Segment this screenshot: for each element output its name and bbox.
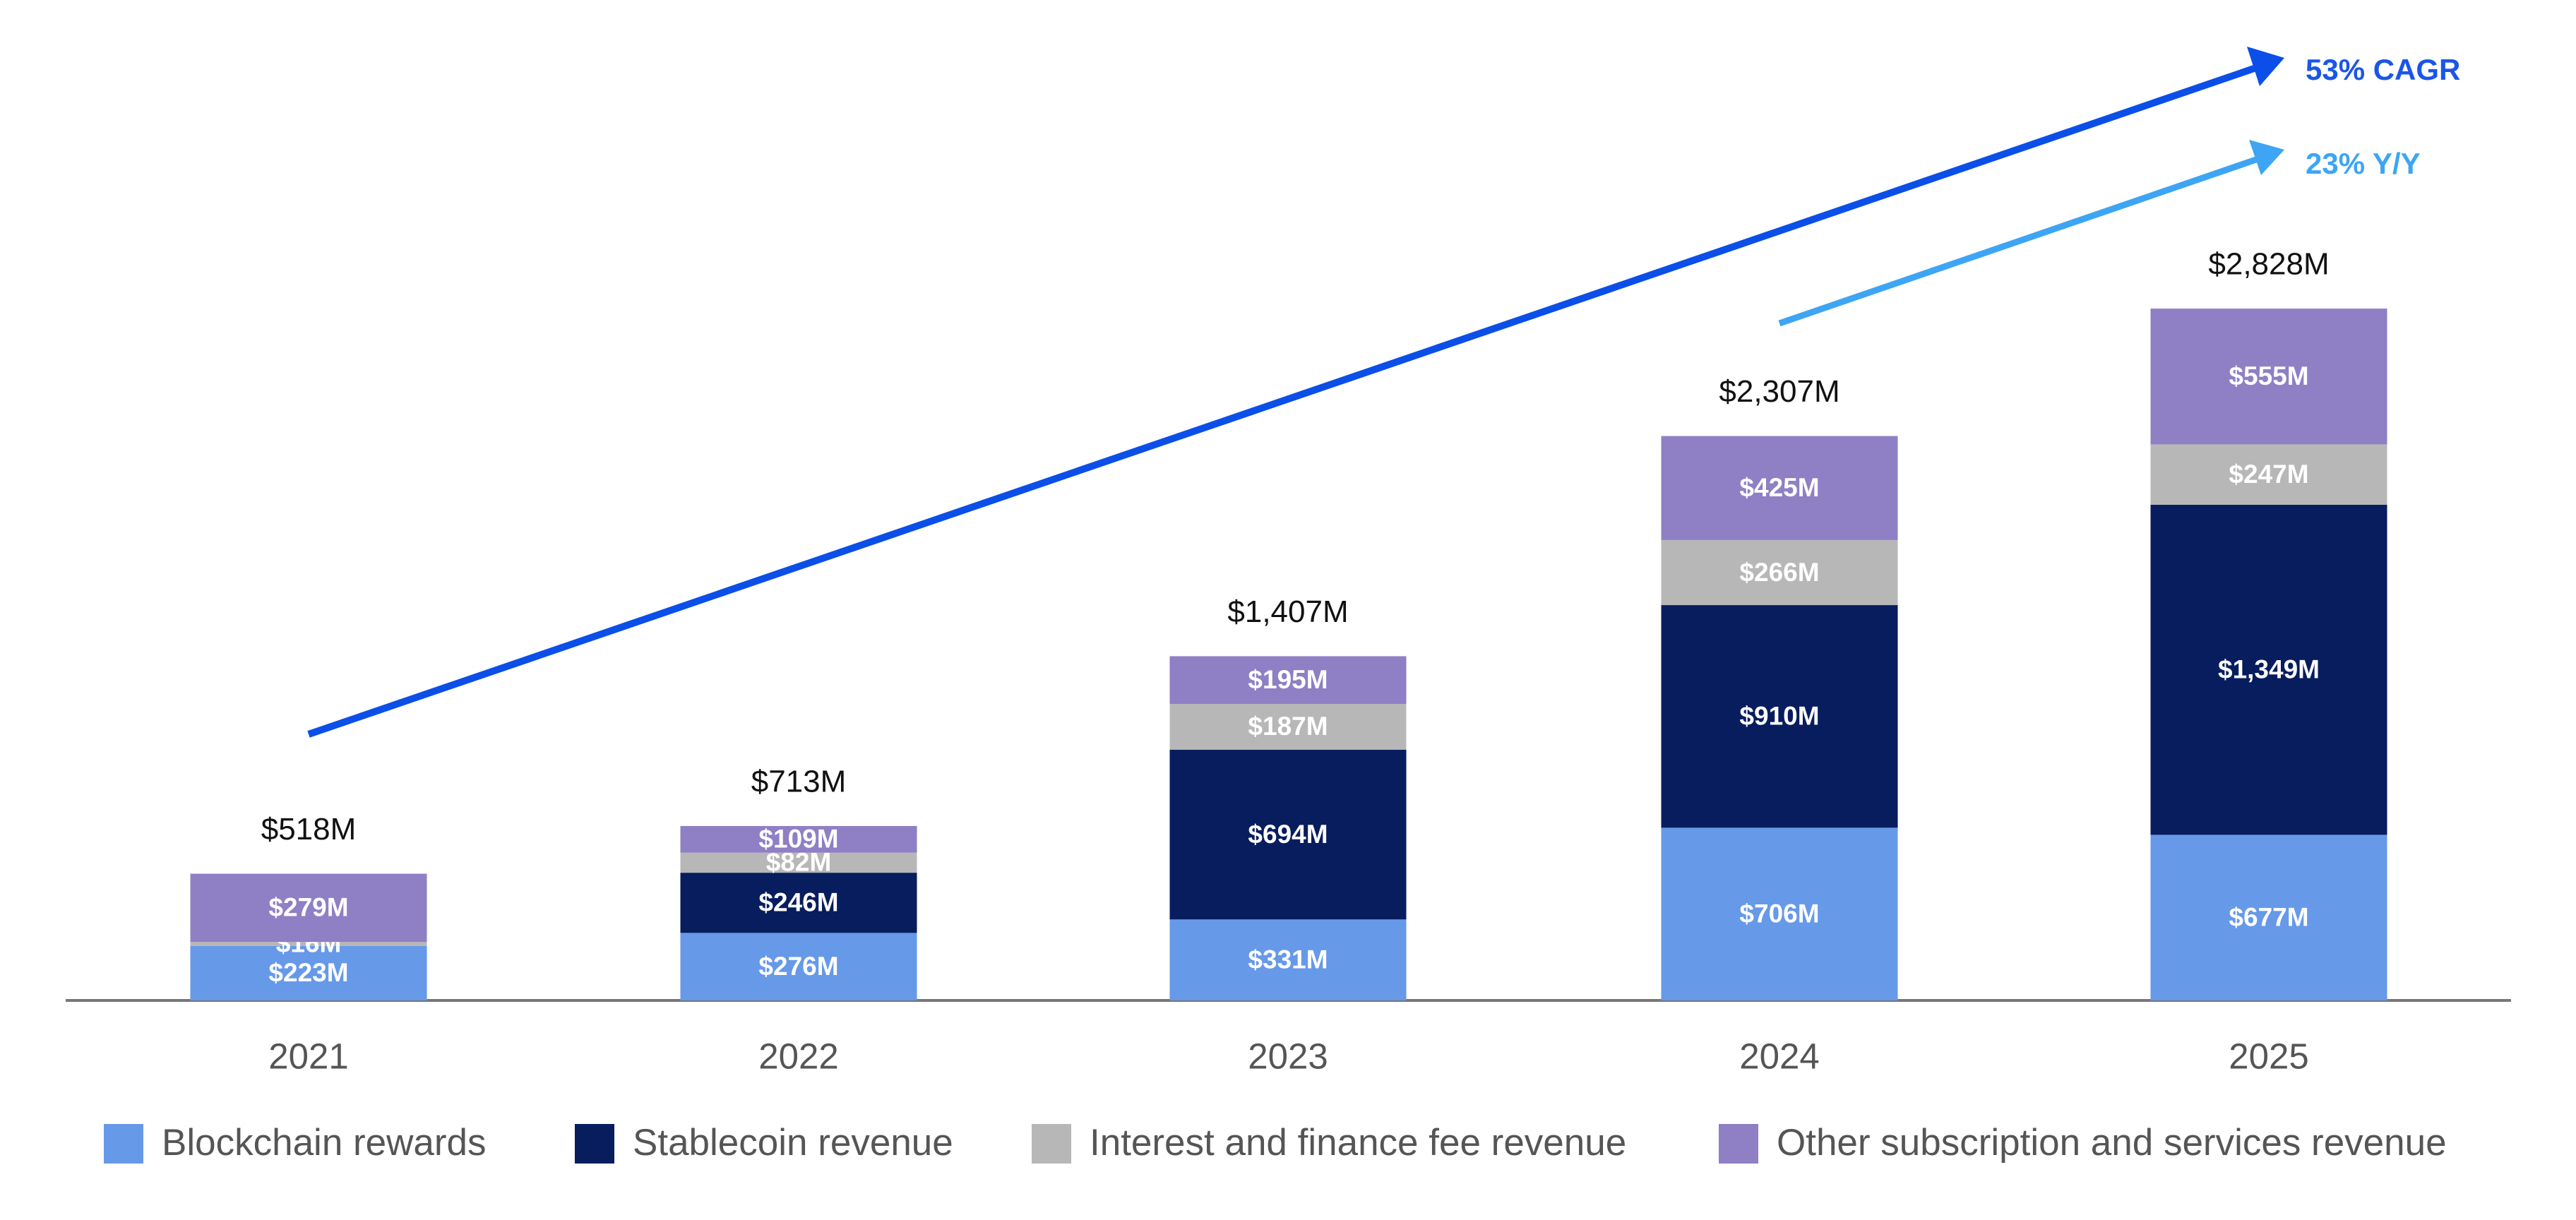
segment-label: $694M (1248, 820, 1328, 849)
bar-segment (1661, 827, 1898, 1000)
legend-label: Stablecoin revenue (633, 1122, 953, 1164)
segment-label: $109M (758, 825, 838, 854)
legend-swatch (1032, 1124, 1071, 1164)
bar-segment (1661, 436, 1898, 540)
bar-segment (680, 852, 917, 873)
segment-label: $223M (268, 958, 348, 987)
bar-segment (1661, 539, 1898, 606)
total-label: $713M (751, 765, 847, 799)
bar-segment (1169, 656, 1407, 705)
yoy-arrowhead (2249, 140, 2284, 175)
segment-label: $1,349M (2218, 654, 2320, 683)
segment-label: $279M (268, 893, 348, 922)
total-label: $518M (261, 812, 357, 847)
segment-label: $555M (2229, 361, 2308, 390)
bar-segment (2150, 835, 2387, 1000)
bar-segment (2150, 504, 2387, 835)
yoy-arrow (1778, 155, 2260, 327)
annotation: 23% Y/Y (2306, 147, 2421, 180)
segment-label: $276M (758, 952, 838, 981)
bar-segment (190, 945, 427, 1000)
legend-swatch (575, 1124, 614, 1164)
x-tick-label: 2024 (1739, 1036, 1819, 1076)
segment-label: $246M (758, 888, 838, 917)
bar-segment (680, 825, 917, 853)
legend-label: Other subscription and services revenue (1777, 1122, 2447, 1164)
segment-label: $187M (1248, 712, 1328, 741)
x-tick-label: 2022 (758, 1036, 838, 1076)
segment-label: $910M (1739, 701, 1819, 730)
segment-label: $677M (2229, 902, 2308, 931)
segment-label: $706M (1739, 899, 1819, 928)
bar-segment (190, 942, 427, 946)
bar-segment (1169, 704, 1407, 750)
legend-swatch (104, 1124, 143, 1164)
bar-segment (2150, 309, 2387, 445)
total-label: $2,307M (1719, 374, 1839, 409)
segment-label: $195M (1248, 665, 1328, 694)
cagr-arrowhead (2247, 47, 2284, 86)
bar-segment (190, 873, 427, 943)
annotation: 53% CAGR (2306, 53, 2460, 86)
bar-segment (1661, 605, 1898, 828)
segment-label: $331M (1248, 945, 1328, 974)
total-label: $2,828M (2208, 247, 2329, 282)
segment-label: $266M (1739, 558, 1819, 587)
legend-label: Blockchain rewards (162, 1122, 487, 1164)
legend-swatch (1719, 1124, 1758, 1164)
total-label: $1,407M (1227, 594, 1348, 629)
bar-segment (1169, 749, 1407, 920)
bar-segment (2150, 444, 2387, 505)
bar-segment (680, 933, 917, 1000)
x-tick-label: 2021 (268, 1036, 348, 1076)
x-tick-label: 2023 (1248, 1036, 1328, 1076)
bar-segment (680, 873, 917, 933)
x-tick-label: 2025 (2229, 1036, 2308, 1076)
cagr-arrow (307, 64, 2258, 738)
segment-label: $247M (2229, 460, 2308, 489)
segment-label: $425M (1739, 473, 1819, 502)
legend-label: Interest and finance fee revenue (1090, 1122, 1626, 1164)
bar-segment (1169, 919, 1407, 1000)
